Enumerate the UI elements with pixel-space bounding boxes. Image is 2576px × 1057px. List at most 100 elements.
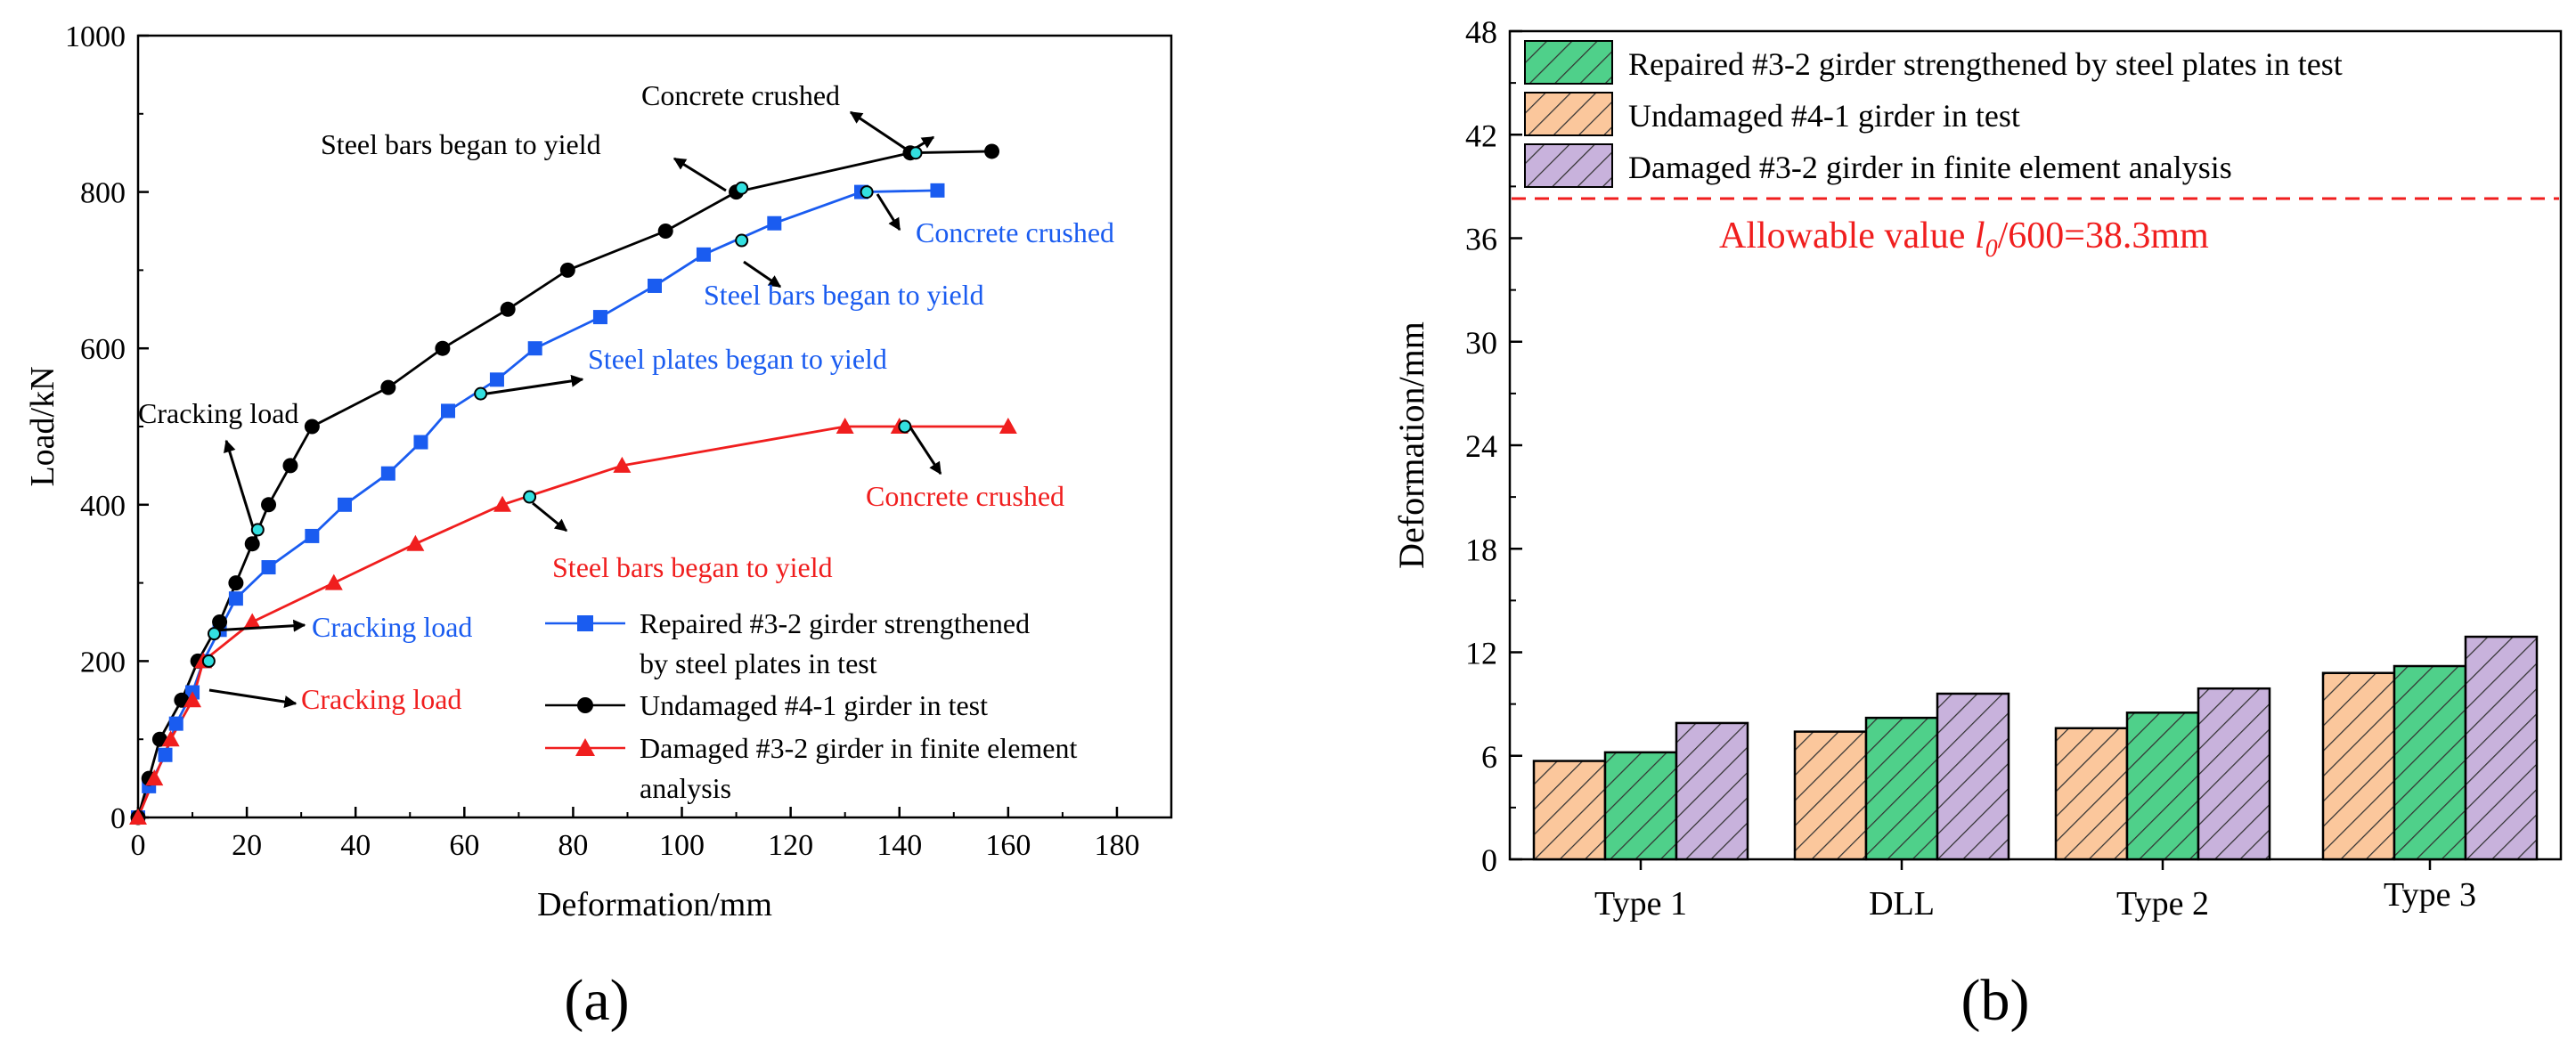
x-tick-label: 0: [131, 829, 146, 862]
x-tick-label: 140: [876, 829, 922, 862]
legend-item-damaged: Damaged #3-2 girder in finite element an…: [545, 732, 1077, 804]
x-tick-label: 120: [768, 829, 813, 862]
annotation-blue-steel-bars-yield: Steel bars began to yield: [704, 279, 984, 311]
data-point-triangle: [999, 418, 1017, 434]
x-tick-label: 80: [558, 829, 588, 862]
y-tick-label: 1000: [65, 20, 126, 53]
data-point-circle: [984, 143, 1000, 159]
annotation-arrow: [673, 157, 727, 192]
annotation-blue-cracking-load: Cracking load: [312, 611, 472, 643]
allowable-value-label: Allowable value l0/600=38.3mm: [1719, 215, 2209, 263]
annotation-black-steel-bars-yield: Steel bars began to yield: [321, 128, 601, 160]
key-point-marker: [523, 490, 537, 504]
panel-b-deformation-bar-chart: 0 6 12 18 24 30 36 42 48 Type 1 DLL Type 2 Type 3 Al…: [1391, 14, 2563, 1033]
x-tick-label: 20: [232, 829, 262, 862]
panel-a-xlabel: Deformation/mm: [537, 886, 772, 923]
data-point-square: [261, 560, 276, 575]
series-line-blue: [136, 189, 938, 818]
panel-a-load-deformation-chart: 0 20 40 60 80 100 120 140 160 180 0 200 400 600 800 100…: [24, 20, 1173, 1033]
panel-a-ylabel: Load/kN: [24, 366, 61, 486]
panel-b-bars: [1532, 635, 2539, 861]
x-tick-label: 60: [449, 829, 479, 862]
bar-purple: [2197, 687, 2271, 861]
data-point-triangle: [406, 534, 425, 551]
data-point-circle: [151, 731, 167, 747]
y-tick-label: 12: [1465, 636, 1497, 671]
y-tick-label: 18: [1465, 532, 1497, 567]
legend-label-undamaged: Undamaged #4-1 girder in test: [1628, 98, 2020, 134]
y-tick-label: 42: [1465, 118, 1497, 153]
data-point-triangle: [183, 691, 202, 708]
y-tick-label: 6: [1481, 739, 1497, 775]
data-point-triangle: [493, 495, 512, 512]
data-point-square: [158, 747, 173, 762]
x-tick-label: 160: [985, 829, 1031, 862]
data-point-triangle: [129, 809, 147, 825]
data-point-square: [441, 403, 455, 419]
data-point-square: [228, 591, 243, 606]
annotation-red-cracking-load: Cracking load: [301, 683, 461, 715]
data-point-square: [489, 372, 504, 387]
annotation-arrow: [224, 439, 258, 540]
key-point-marker: [898, 419, 912, 434]
data-point-circle: [500, 301, 516, 317]
legend-label-repaired-line1: Repaired #3-2 girder strengthened: [640, 607, 1030, 639]
x-tick-label: Type 2: [2116, 885, 2209, 923]
panel-a-key-points: [201, 146, 923, 668]
data-point-square: [696, 247, 711, 262]
legend-label-damaged-line1: Damaged #3-2 girder in finite element: [640, 732, 1077, 764]
bar-orange: [2321, 671, 2396, 861]
bar-green: [2393, 664, 2467, 861]
annotation-black-cracking-load: Cracking load: [138, 397, 298, 429]
annotation-arrow: [849, 110, 913, 155]
legend-label-damaged-line2: analysis: [640, 772, 731, 804]
y-tick-label: 800: [80, 177, 126, 210]
data-point-square: [380, 466, 395, 481]
annotation-arrow: [208, 688, 298, 708]
annotation-blue-concrete-crushed: Concrete crushed: [916, 216, 1114, 248]
legend-marker-circle: [577, 697, 593, 713]
y-tick-label: 0: [1481, 842, 1497, 878]
key-point-marker: [909, 146, 923, 160]
key-point-marker: [735, 233, 749, 248]
y-tick-label: 48: [1465, 14, 1497, 50]
bar-orange: [2054, 727, 2129, 861]
data-point-circle: [657, 224, 673, 239]
data-point-square: [527, 341, 542, 356]
data-point-square: [168, 716, 183, 731]
y-tick-label: 600: [80, 333, 126, 366]
y-tick-label: 36: [1465, 222, 1497, 257]
panel-a-axis-ticks: 0 20 40 60 80 100 120 140 160 180 0 200 400 600 800 100…: [65, 20, 1139, 862]
data-point-circle: [435, 340, 451, 356]
y-tick-label: 400: [80, 490, 126, 523]
data-point-triangle: [243, 613, 262, 630]
bar-orange: [1793, 730, 1868, 861]
legend-label-repaired-line2: by steel plates in test: [640, 647, 877, 679]
bar-green: [1864, 716, 1939, 861]
bar-green: [1603, 751, 1678, 861]
x-tick-label: 100: [659, 829, 705, 862]
annotation-arrow: [909, 427, 942, 476]
data-point-triangle: [836, 418, 854, 434]
annotation-arrow: [532, 501, 568, 533]
data-point-circle: [261, 497, 277, 513]
legend-swatch-purple: [1524, 143, 1613, 188]
data-point-circle: [228, 575, 244, 591]
panel-b-label: (b): [1961, 968, 2030, 1033]
data-point-square: [767, 215, 782, 231]
panel-a-series-markers: [129, 143, 1017, 825]
annotation-red-steel-bars-yield: Steel bars began to yield: [552, 551, 833, 583]
data-point-circle: [559, 262, 575, 278]
key-point-marker: [207, 627, 221, 641]
panel-a-legend: Repaired #3-2 girder strengthened by ste…: [545, 607, 1077, 804]
bar-orange: [1532, 760, 1607, 861]
legend-item-repaired: Repaired #3-2 girder strengthened by ste…: [545, 607, 1030, 679]
y-tick-label: 200: [80, 646, 126, 679]
data-point-square: [930, 183, 945, 198]
data-point-circle: [282, 458, 298, 474]
key-point-marker: [860, 185, 874, 199]
panel-b-axis-ticks: 0 6 12 18 24 30 36 42 48 Type 1 DLL Type 2 Type 3: [1465, 14, 2476, 923]
legend-label-repaired: Repaired #3-2 girder strengthened by ste…: [1628, 46, 2343, 82]
bar-purple: [1936, 692, 2010, 861]
data-point-circle: [380, 379, 396, 395]
